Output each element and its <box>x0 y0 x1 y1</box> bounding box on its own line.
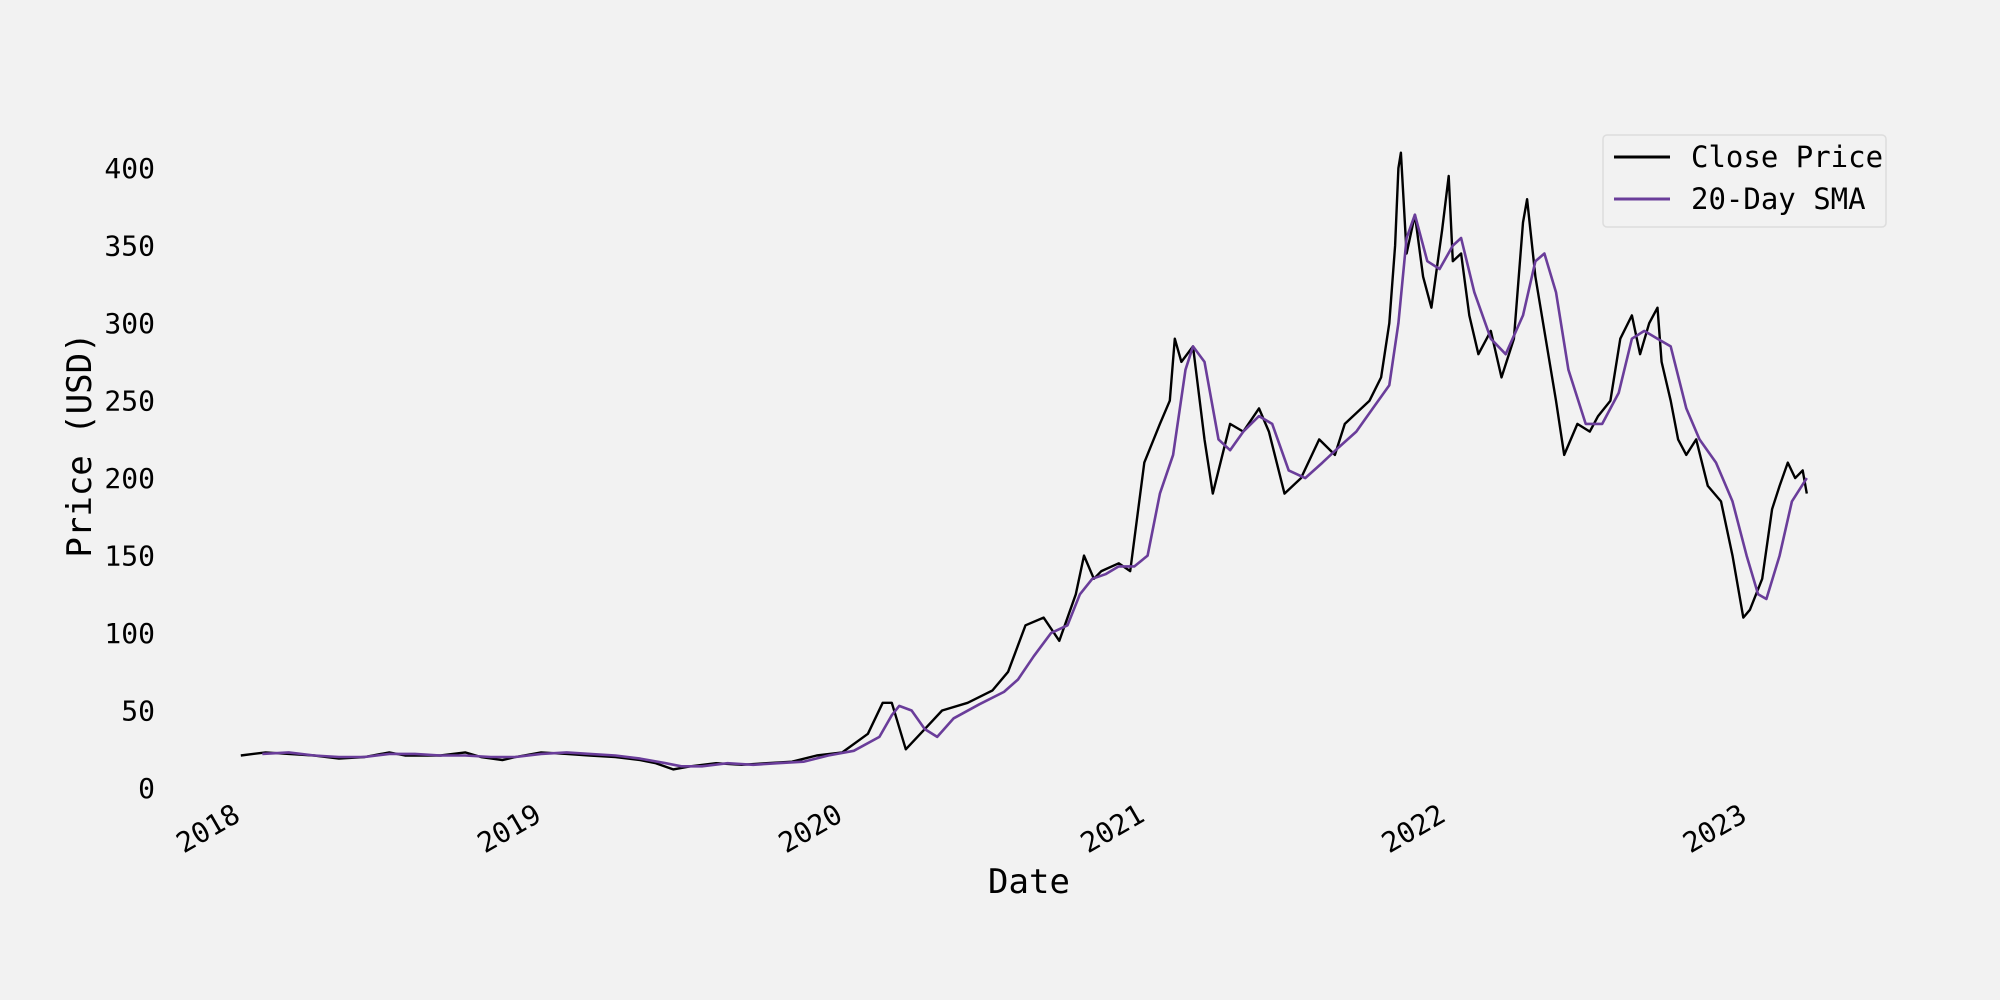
y-tick-label: 350 <box>104 230 155 263</box>
legend-box <box>1602 134 1887 228</box>
legend: Close Price 20-Day SMA <box>1602 134 1887 228</box>
legend-close-price-label: Close Price <box>1691 140 1883 174</box>
x-tick-label: 2018 <box>171 797 246 859</box>
y-tick-label: 150 <box>104 540 155 573</box>
series-line-close-price <box>240 151 1808 771</box>
x-tick-label: 2022 <box>1376 797 1451 859</box>
y-tick-label: 200 <box>104 462 155 495</box>
x-tick-label: 2020 <box>773 797 848 859</box>
y-tick-label: 400 <box>104 152 155 185</box>
y-tick-label: 250 <box>104 385 155 418</box>
series-line-20-day-sma <box>262 213 1808 768</box>
x-tick-label: 2023 <box>1677 797 1752 859</box>
y-axis-title: Price (USD) <box>60 332 100 557</box>
y-tick-label: 0 <box>138 772 155 805</box>
x-axis-title: Date <box>988 862 1070 902</box>
series-layer <box>240 151 1808 771</box>
legend-sma-label: 20-Day SMA <box>1691 182 1866 216</box>
y-axis-ticks: 0 50 100 150 200 250 300 350 400 <box>104 152 155 805</box>
x-tick-label: 2019 <box>472 797 547 859</box>
y-tick-label: 100 <box>104 617 155 650</box>
y-tick-label: 50 <box>121 695 155 728</box>
x-tick-label: 2021 <box>1075 797 1150 859</box>
y-tick-label: 300 <box>104 307 155 340</box>
x-axis-ticks: 2018 2019 2020 2021 2022 2023 <box>171 797 1753 859</box>
